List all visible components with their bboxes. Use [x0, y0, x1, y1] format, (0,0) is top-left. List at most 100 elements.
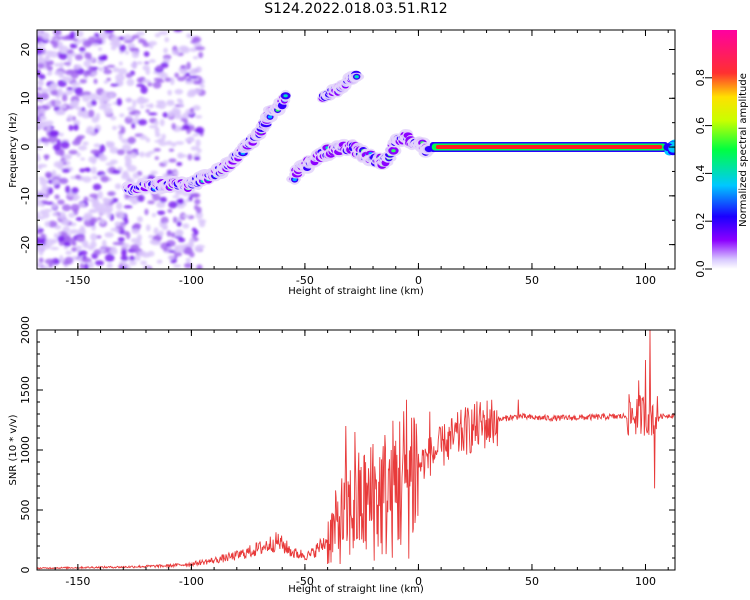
noise-speckle [107, 191, 116, 197]
noise-speckle [69, 31, 76, 39]
noise-speckle [145, 109, 150, 113]
noise-speckle [98, 153, 105, 161]
noise-speckle [38, 189, 49, 196]
noise-speckle [183, 118, 189, 125]
noise-speckle [148, 125, 158, 129]
noise-speckle [107, 141, 115, 147]
noise-speckle [173, 264, 182, 268]
noise-speckle [188, 240, 194, 248]
noise-speckle [174, 88, 184, 95]
noise-speckle [82, 214, 92, 221]
noise-speckle [79, 51, 85, 55]
noise-speckle [78, 145, 88, 151]
noise-speckle [63, 241, 72, 247]
noise-speckle [158, 30, 169, 36]
noise-speckle [44, 258, 55, 265]
noise-speckle [98, 67, 104, 72]
noise-speckle [86, 125, 94, 132]
noise-speckle [183, 262, 193, 269]
noise-speckle [46, 65, 53, 71]
carrier-core [435, 145, 663, 150]
noise-speckle [110, 227, 120, 232]
noise-speckle [38, 257, 44, 264]
noise-speckle [189, 251, 195, 258]
noise-speckle [195, 211, 203, 220]
noise-speckle [105, 162, 115, 166]
snr-y-label: SNR (10 * v/v) [8, 414, 19, 485]
noise-speckle [145, 104, 154, 108]
noise-speckle [97, 217, 102, 221]
spectrogram-x-tick-label: 0 [415, 274, 422, 287]
noise-speckle [187, 136, 195, 142]
noise-speckle [185, 257, 191, 263]
noise-speckle [137, 194, 145, 202]
noise-speckle [117, 81, 124, 86]
noise-speckle [102, 197, 109, 203]
noise-speckle [128, 255, 136, 261]
colorbar-tick-label: 0.0 [694, 260, 707, 278]
noise-speckle [44, 171, 53, 178]
noise-speckle [74, 54, 84, 61]
noise-speckle [69, 43, 78, 49]
noise-speckle [176, 230, 183, 237]
signal-track-2 [286, 128, 436, 185]
noise-speckle [103, 69, 113, 75]
carrier-line [429, 139, 675, 156]
noise-speckle [103, 107, 113, 116]
noise-speckle [163, 247, 169, 252]
noise-speckle [192, 80, 202, 85]
noise-speckle [50, 246, 59, 251]
snr-series-line [37, 330, 675, 570]
colorbar-gradient [712, 30, 737, 269]
noise-speckle [110, 115, 117, 121]
noise-speckle [140, 104, 145, 109]
noise-speckle [37, 147, 43, 151]
noise-speckle [128, 47, 139, 51]
noise-speckle [57, 235, 65, 242]
noise-speckle [137, 250, 147, 256]
noise-speckle [44, 154, 49, 161]
noise-speckle [71, 187, 79, 194]
snr-y-tick-label: 500 [19, 500, 32, 521]
noise-speckle [177, 76, 186, 82]
noise-speckle [79, 225, 86, 234]
colorbar-tick-label: 0.6 [694, 117, 707, 135]
noise-speckle [156, 259, 163, 264]
noise-speckle [148, 235, 154, 239]
colorbar-ticks: 0.0 0.2 0.4 0.6 0.8 [694, 69, 712, 278]
snr-series-area [37, 330, 675, 570]
noise-speckle [97, 47, 103, 52]
noise-speckle [99, 32, 109, 37]
noise-speckle [94, 260, 105, 266]
noise-speckle [67, 114, 74, 122]
noise-speckle [37, 37, 41, 44]
noise-speckle [160, 216, 169, 224]
noise-speckle [149, 43, 154, 49]
carrier-tail [668, 144, 675, 153]
noise-speckle [54, 99, 61, 107]
noise-speckle [109, 248, 118, 255]
noise-speckle [83, 60, 91, 68]
noise-speckle [50, 89, 60, 96]
noise-speckle [156, 79, 165, 83]
noise-speckle [194, 198, 201, 205]
spectrogram-y-tick-label: 20 [19, 43, 32, 57]
noise-speckle [124, 50, 130, 55]
noise-speckle [112, 169, 121, 174]
noise-speckle [82, 94, 90, 102]
noise-speckle [67, 56, 73, 65]
noise-speckle [125, 158, 132, 166]
noise-speckle [165, 140, 173, 146]
noise-speckle [180, 65, 187, 69]
noise-speckle [164, 77, 172, 82]
noise-speckle [40, 88, 49, 93]
noise-speckle [78, 46, 86, 52]
noise-speckle [57, 79, 67, 88]
noise-speckle [81, 257, 92, 263]
noise-speckle [49, 130, 59, 137]
noise-speckle [130, 244, 140, 251]
noise-speckle [151, 212, 157, 218]
noise-speckle [88, 198, 98, 202]
spectrogram-x-tick-label: 50 [525, 274, 539, 287]
